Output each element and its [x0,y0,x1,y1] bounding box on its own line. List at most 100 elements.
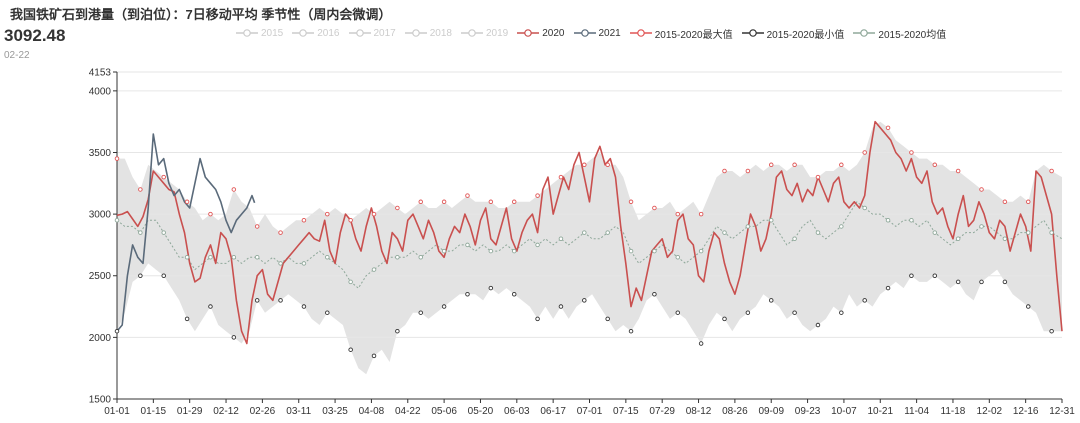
x-tick-label-19: 09-23 [795,406,821,417]
max-point-0 [114,156,120,161]
mean-point-3 [138,230,143,235]
min-point-114 [1002,279,1008,285]
max-point-87 [792,162,797,168]
legend-item-8[interactable]: 2015-2020最小值 [741,26,845,41]
mean-point-96 [862,205,867,211]
mean-point-75 [698,248,704,254]
series-2021-line [116,133,256,332]
min-point-30 [348,347,353,352]
legend-item-0[interactable]: 2015 [236,28,283,39]
range-band-layer [117,121,1062,375]
mean-point-24 [301,261,307,266]
mean-point-45 [465,242,470,248]
max-point-51 [511,199,517,205]
x-tick-label-1: 01-15 [141,406,167,417]
legend-item-9[interactable]: 2015-2020均值 [853,26,946,41]
mean-point-21 [278,261,283,266]
max-point-60 [582,162,587,168]
x-tick-label-22: 11-04 [904,406,929,417]
min-point-78 [722,316,727,322]
min-point-21 [278,298,283,303]
legend-line-icon [348,29,371,37]
legend-line-icon [236,29,258,37]
legend-line-icon [292,29,315,37]
mean-point-108 [955,236,961,242]
max-point-105 [932,162,938,168]
x-tick-label-11: 06-03 [504,406,530,417]
legend-label: 2015-2020最小值 [766,29,845,41]
legend-item-5[interactable]: 2020 [517,28,565,39]
series-layer [116,120,1063,345]
legend-item-2[interactable]: 2017 [348,28,396,39]
mean-point-105 [932,230,938,235]
min-point-39 [418,310,424,315]
legend-label: 2015-2020最大值 [654,29,733,41]
legend-item-7[interactable]: 2015-2020最大值 [629,26,733,41]
max-point-27 [325,211,330,217]
min-point-12 [208,304,213,309]
legend-line-icon [573,29,596,37]
max-point-108 [955,168,961,174]
legend-line-icon [629,29,652,37]
min-point-84 [768,298,774,303]
max-point-54 [535,193,540,198]
legend-line-icon [517,29,540,37]
mean-point-42 [441,248,447,254]
min-point-93 [839,310,844,315]
min-point-120 [1049,328,1054,334]
max-point-12 [208,211,213,217]
min-point-66 [628,328,634,334]
max-point-42 [441,199,447,205]
min-point-57 [558,304,564,309]
x-tick-label-21: 10-21 [867,406,893,417]
x-tick-label-9: 05-06 [431,406,457,417]
min-point-87 [792,310,797,315]
legend-line-icon [404,29,427,37]
max-point-36 [395,205,400,211]
max-point-33 [371,211,377,217]
max-point-90 [815,174,821,180]
max-point-81 [745,168,751,174]
min-point-9 [184,316,190,322]
mean-point-90 [815,230,821,235]
legend-item-6[interactable]: 2021 [573,28,621,39]
max-point-84 [768,162,774,168]
mean-point-120 [1049,230,1054,235]
y-tick-label-1: 2000 [89,333,112,344]
min-point-45 [465,291,470,297]
mean-point-54 [535,242,540,248]
x-tick-label-25: 12-16 [1013,406,1039,417]
min-point-90 [815,322,821,328]
max-point-72 [675,211,681,217]
min-point-33 [371,353,377,359]
y-tick-label-6: 4153 [89,68,112,79]
x-tick-label-6: 03-25 [322,406,348,417]
max-point-45 [465,193,470,198]
x-tick-label-17: 08-26 [722,406,748,417]
legend-line-icon [853,29,876,37]
legend-item-1[interactable]: 2016 [292,28,340,39]
mean-point-63 [605,230,610,235]
legend-item-3[interactable]: 2018 [404,28,452,39]
legend-item-4[interactable]: 2019 [461,28,508,39]
max-point-93 [839,162,844,168]
min-point-99 [885,285,891,291]
mean-point-117 [1025,230,1031,235]
x-tick-label-23: 11-18 [941,406,966,417]
y-tick-label-0: 1500 [89,395,112,406]
mean-point-33 [371,267,377,272]
mean-point-57 [558,236,564,242]
min-point-69 [652,291,657,297]
min-point-48 [488,285,494,291]
mean-point-36 [395,255,400,260]
max-point-78 [722,168,727,174]
max-point-111 [979,187,984,192]
x-tick-label-26: 12-31 [1049,406,1075,417]
mean-point-69 [652,248,657,254]
min-point-75 [698,341,704,346]
x-tick-label-4: 02-26 [250,406,276,417]
mean-point-81 [745,224,751,229]
min-point-60 [582,298,587,303]
y-tick-label-4: 3500 [89,148,112,159]
